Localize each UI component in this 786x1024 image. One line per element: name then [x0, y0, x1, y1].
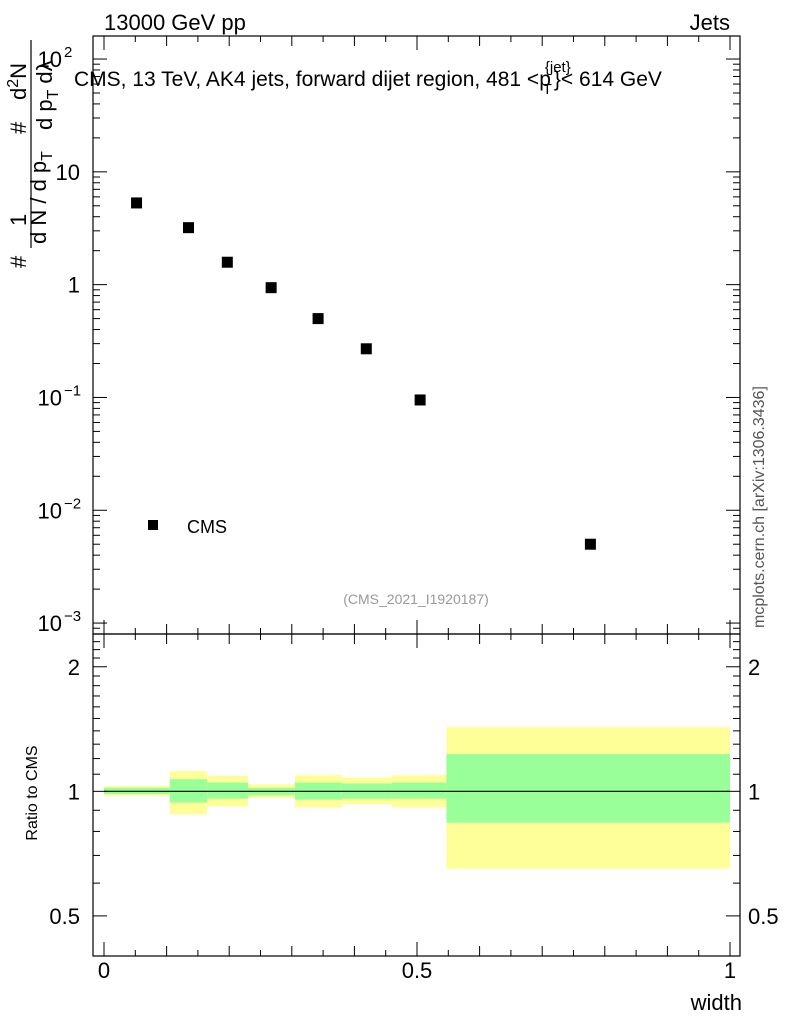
x-tick-label: 1 — [724, 958, 736, 983]
legend: CMS — [148, 517, 227, 537]
x-tick-label: 0 — [98, 958, 110, 983]
main-y-tick-label: 10 — [38, 47, 62, 72]
main-y-tick-label: 1 — [68, 273, 80, 298]
header-right: Jets — [690, 10, 730, 35]
ylabel-hash2: # — [6, 121, 31, 134]
ratio-y-tick-label-right: 0.5 — [748, 904, 779, 929]
main-y-tick-label: 10 — [38, 385, 62, 410]
chart-title: CMS, 13 TeV, AK4 jets, forward dijet reg… — [74, 59, 662, 98]
data-point — [360, 343, 372, 355]
main-y-tick-exponent: −2 — [64, 495, 81, 512]
data-point — [312, 313, 324, 325]
x-tick-label: 0.5 — [402, 958, 433, 983]
data-point — [131, 197, 143, 209]
main-data-points — [131, 197, 596, 550]
data-point — [584, 538, 596, 550]
main-ylabel: # 1 d N / d pT # d2N d pTdλ — [5, 40, 62, 268]
ylabel-one: 1 — [6, 214, 31, 226]
ratio-y-tick-label-right: 2 — [748, 655, 760, 680]
main-y-tick-exponent: 2 — [64, 44, 72, 61]
data-point — [414, 394, 426, 406]
analysis-watermark: (CMS_2021_I1920187) — [343, 591, 489, 607]
main-y-tick-label: 10 — [38, 611, 62, 636]
data-point — [265, 282, 277, 294]
legend-marker — [148, 520, 158, 530]
ylabel-den2: d pTdλ — [32, 60, 62, 130]
ratio-bands — [104, 727, 730, 869]
ratio-stat-band — [446, 754, 730, 823]
ylabel-den: d N / d pT — [26, 151, 56, 244]
main-y-tick-exponent: −1 — [64, 382, 81, 399]
main-y-tick-exponent: −3 — [64, 608, 81, 625]
side-label: mcplots.cern.ch [arXiv:1306.3436] — [751, 386, 768, 628]
ratio-ylabel: Ratio to CMS — [24, 745, 41, 840]
ratio-y-tick-label: 1 — [68, 779, 80, 804]
ratio-axis-ticks: 2 2 1 1 0.5 0.5 0 0.5 1 — [49, 633, 779, 983]
ylabel-num: d2N — [5, 63, 31, 100]
ratio-y-tick-label: 0.5 — [49, 904, 80, 929]
data-point — [183, 222, 195, 234]
ratio-y-tick-label: 2 — [68, 655, 80, 680]
ylabel-hash: # — [6, 255, 31, 268]
legend-label: CMS — [187, 517, 227, 537]
main-panel-frame — [92, 35, 741, 635]
ratio-stat-band — [207, 782, 248, 799]
header-left: 13000 GeV pp — [104, 10, 246, 35]
main-y-tick-label: 10 — [56, 160, 80, 185]
data-point — [221, 256, 233, 268]
x-axis-label: width — [690, 990, 742, 1015]
ratio-stat-band — [391, 782, 447, 799]
main-y-tick-label: 10 — [38, 498, 62, 523]
ratio-y-tick-label-right: 1 — [748, 779, 760, 804]
